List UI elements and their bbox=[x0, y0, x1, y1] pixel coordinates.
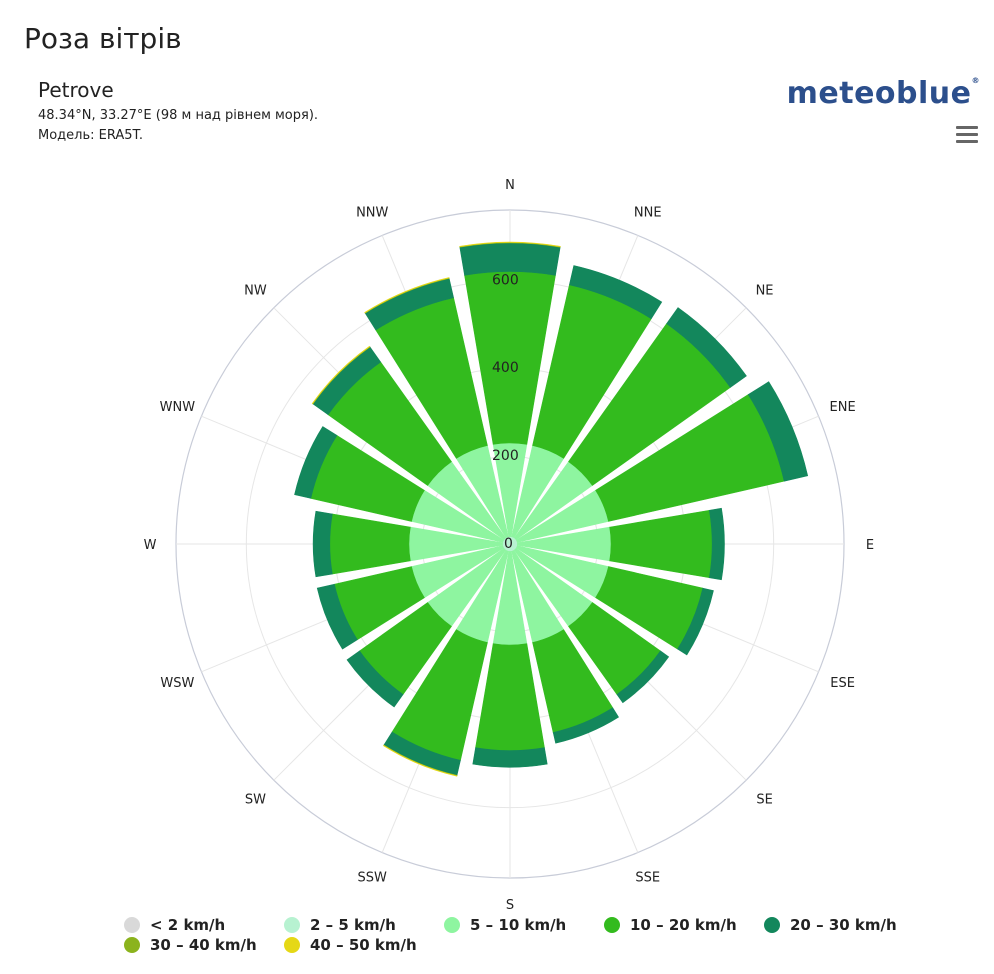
radial-tick-label: 600 bbox=[492, 272, 519, 288]
wind-bar-s-series-4 bbox=[472, 747, 548, 768]
legend-color-swatch bbox=[284, 937, 300, 953]
legend-item[interactable]: 5 – 10 km/h bbox=[444, 916, 566, 934]
brand-text: meteoblue bbox=[786, 76, 972, 111]
model-label: Модель: ERA5T. bbox=[38, 128, 144, 143]
direction-label-w: W bbox=[144, 538, 157, 553]
wind-bar-ese-series-4 bbox=[677, 587, 714, 656]
direction-label-ese: ESE bbox=[830, 676, 855, 691]
menu-bar bbox=[956, 133, 978, 136]
wind-bar-e-series-3 bbox=[609, 509, 713, 579]
wind-bar-nnw-series-6 bbox=[364, 277, 450, 314]
wind-bar-n-series-4 bbox=[459, 242, 561, 276]
direction-label-s: S bbox=[506, 898, 514, 913]
wind-bar-ene-series-4 bbox=[747, 381, 809, 482]
legend-color-swatch bbox=[124, 917, 140, 933]
wind-bar-n-series-6 bbox=[459, 241, 561, 248]
legend-label: 5 – 10 km/h bbox=[470, 916, 567, 934]
wind-bar-wsw-series-4 bbox=[316, 583, 358, 650]
direction-label-e: E bbox=[866, 538, 874, 553]
legend-label: 2 – 5 km/h bbox=[310, 916, 396, 934]
legend-color-swatch bbox=[604, 917, 620, 933]
legend-label: 40 – 50 km/h bbox=[310, 936, 417, 954]
menu-bar bbox=[956, 126, 978, 129]
legend-item[interactable]: 30 – 40 km/h bbox=[124, 936, 257, 954]
direction-label-ene: ENE bbox=[830, 400, 856, 415]
legend-item[interactable]: 2 – 5 km/h bbox=[284, 916, 396, 934]
location-name: Petrove bbox=[38, 78, 114, 102]
legend-color-swatch bbox=[124, 937, 140, 953]
wind-bar-sw-series-4 bbox=[346, 650, 404, 708]
legend-item[interactable]: < 2 km/h bbox=[124, 916, 225, 934]
direction-label-nw: NW bbox=[244, 283, 267, 298]
radial-tick-label: 0 bbox=[504, 536, 513, 552]
wind-bar-e-series-4 bbox=[708, 507, 725, 581]
wind-bar-se-series-4 bbox=[616, 650, 670, 704]
legend-item[interactable]: 40 – 50 km/h bbox=[284, 936, 417, 954]
direction-label-n: N bbox=[505, 178, 515, 193]
page-title: Роза вітрів bbox=[24, 22, 182, 55]
wind-bar-sse-series-4 bbox=[552, 707, 620, 744]
wind-bar-w-series-3 bbox=[329, 513, 411, 575]
wind-bar-w-series-4 bbox=[312, 510, 333, 578]
legend-label: 20 – 30 km/h bbox=[790, 916, 897, 934]
wind-bar-nw-series-6 bbox=[311, 345, 371, 405]
wind-bar-wnw-series-4 bbox=[294, 426, 338, 499]
legend-color-swatch bbox=[764, 917, 780, 933]
hamburger-menu-icon[interactable] bbox=[956, 126, 978, 146]
brand-registered-mark: ® bbox=[971, 76, 980, 85]
legend-color-swatch bbox=[444, 917, 460, 933]
legend-color-swatch bbox=[284, 917, 300, 933]
legend-label: < 2 km/h bbox=[150, 916, 226, 934]
wind-bar-nne-series-4 bbox=[568, 265, 663, 320]
radial-tick-label: 200 bbox=[492, 448, 519, 464]
legend-item[interactable]: 20 – 30 km/h bbox=[764, 916, 897, 934]
direction-label-sw: SW bbox=[245, 793, 266, 808]
menu-bar bbox=[956, 140, 978, 143]
wind-bar-ne-series-4 bbox=[666, 307, 747, 388]
direction-label-nne: NNE bbox=[634, 205, 662, 220]
location-coordinates: 48.34°N, 33.27°E (98 м над рівнем моря). bbox=[38, 108, 319, 123]
legend-label: 30 – 40 km/h bbox=[150, 936, 257, 954]
wind-bar-s-series-3 bbox=[475, 643, 545, 751]
direction-label-wsw: WSW bbox=[160, 676, 194, 691]
direction-label-wnw: WNW bbox=[160, 400, 196, 415]
direction-label-sse: SSE bbox=[635, 871, 660, 886]
direction-label-se: SE bbox=[756, 793, 772, 808]
direction-label-ne: NE bbox=[756, 283, 774, 298]
radial-tick-label: 400 bbox=[492, 360, 519, 376]
legend-label: 10 – 20 km/h bbox=[630, 916, 737, 934]
wind-bar-ssw-series-6 bbox=[383, 744, 458, 777]
direction-label-nnw: NNW bbox=[356, 205, 388, 220]
legend-item[interactable]: 10 – 20 km/h bbox=[604, 916, 737, 934]
direction-label-ssw: SSW bbox=[358, 871, 388, 886]
meteoblue-logo: meteoblue® bbox=[787, 76, 980, 111]
